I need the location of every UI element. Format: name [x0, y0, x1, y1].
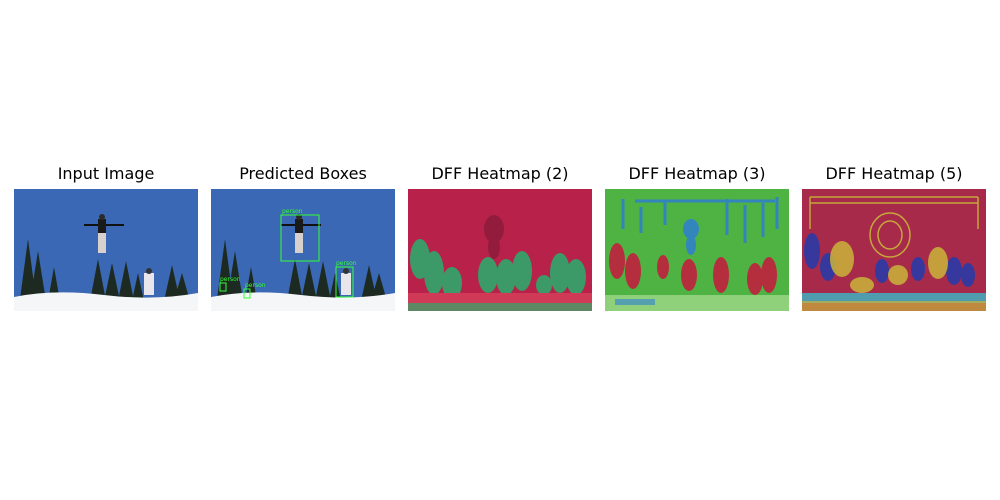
panel-title: DFF Heatmap (5): [825, 164, 963, 183]
panel-title: Predicted Boxes: [239, 164, 367, 183]
detection-label: person: [282, 208, 303, 215]
dff-heatmap-3-image: [605, 189, 789, 311]
panel-title: DFF Heatmap (3): [628, 164, 766, 183]
detection-label: person: [245, 282, 266, 289]
dff-heatmap-5-image: [802, 189, 986, 311]
panel-dff-heatmap-2: DFF Heatmap (2): [408, 163, 592, 311]
detection-box-left-person: person: [219, 276, 241, 292]
panel-input-image: Input Image: [14, 163, 198, 311]
dff-heatmap-2-image: [408, 189, 592, 311]
detection-label: person: [220, 276, 241, 283]
detection-label: person: [336, 260, 357, 267]
detection-box-skier: person: [280, 208, 320, 262]
panel-dff-heatmap-5: DFF Heatmap (5): [802, 163, 986, 311]
detection-box-standing-person: person: [335, 260, 357, 298]
panel-title: Input Image: [57, 164, 155, 183]
panel-predicted-boxes: Predicted Boxes: [211, 163, 395, 311]
predicted-boxes-image: person person person person: [211, 189, 395, 311]
detection-box-small-person: person: [243, 282, 266, 299]
panel-title: DFF Heatmap (2): [431, 164, 569, 183]
input-image: [14, 189, 198, 311]
panel-dff-heatmap-3: DFF Heatmap (3): [605, 163, 789, 311]
